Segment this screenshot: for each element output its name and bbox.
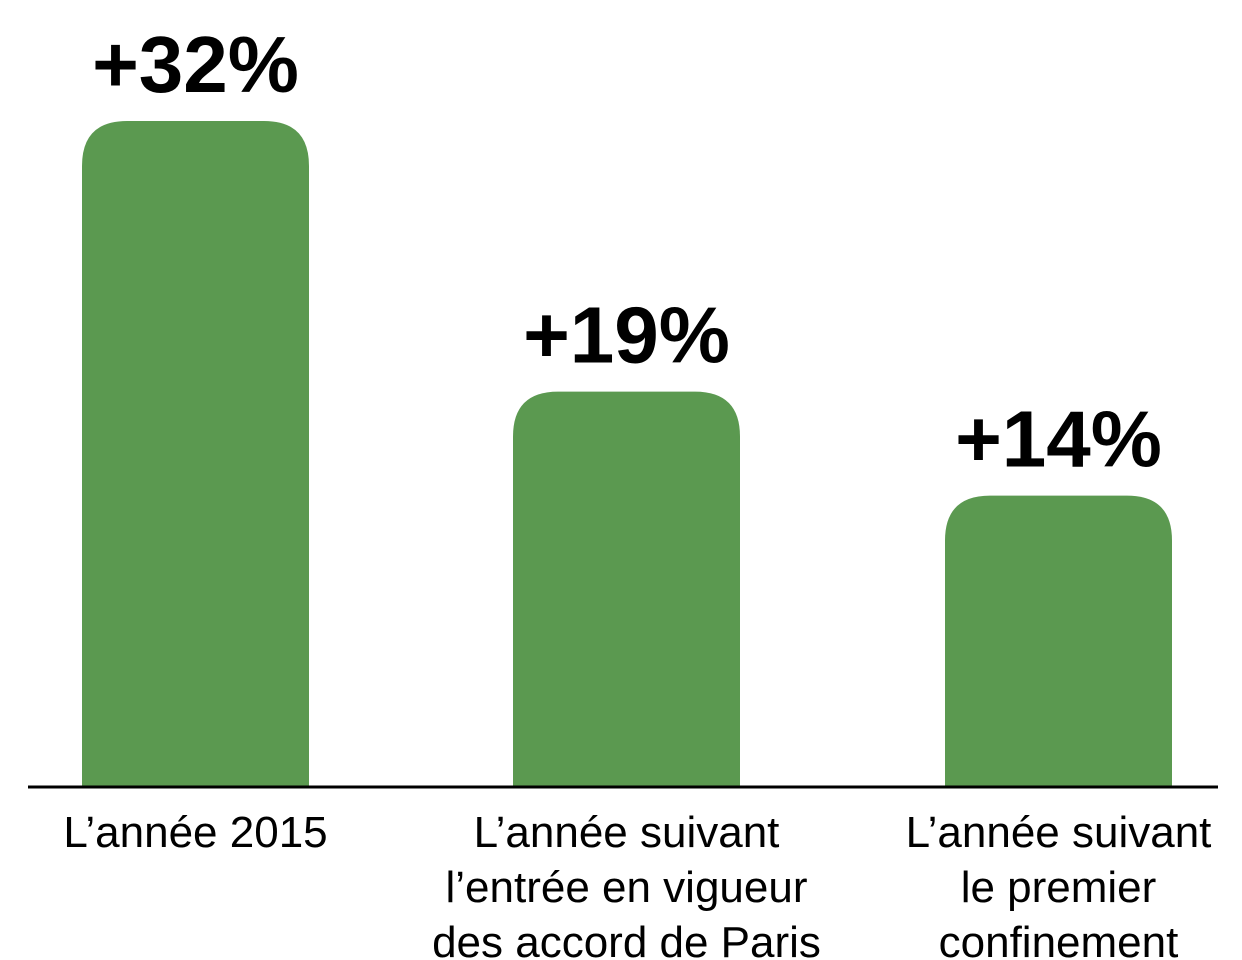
bar: [513, 391, 740, 787]
x-tick-label: L’année suivant l’entrée en vigueur des …: [432, 808, 821, 960]
bar: [82, 121, 309, 787]
bar: [945, 495, 1172, 787]
value-label: +14%: [955, 395, 1162, 484]
x-tick-label: L’année suivant le premier confinement: [905, 808, 1212, 960]
x-tick-label: L’année 2015: [63, 808, 328, 857]
value-label: +19%: [523, 291, 730, 380]
value-label: +32%: [92, 20, 299, 109]
